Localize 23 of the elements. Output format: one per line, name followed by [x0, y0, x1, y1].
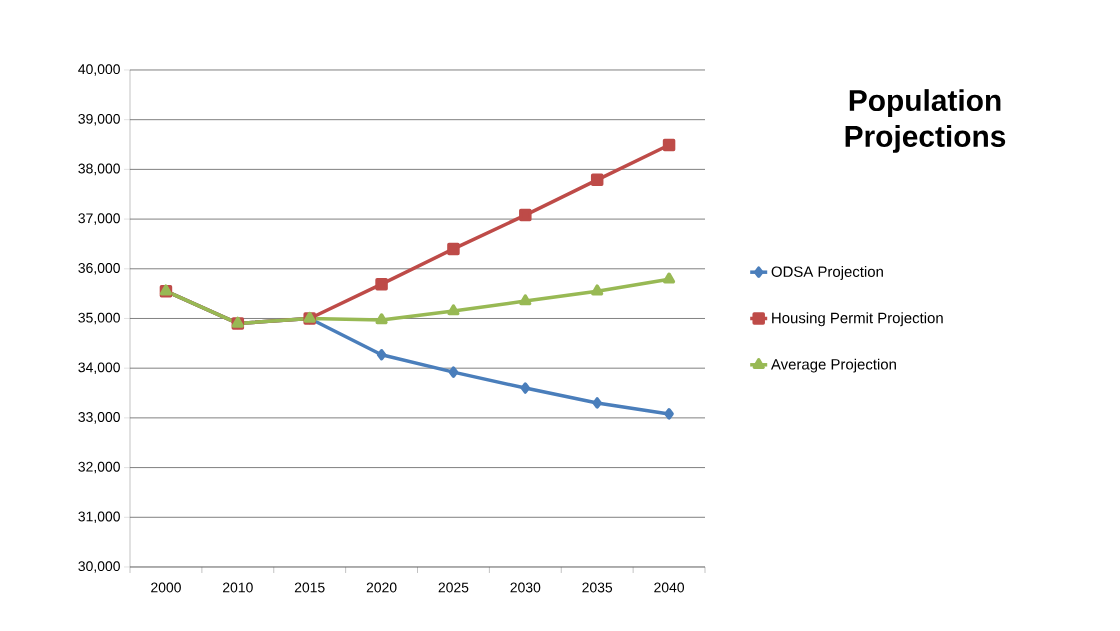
x-tick-label: 2040 — [654, 582, 685, 593]
x-tick-label: 2025 — [438, 582, 469, 593]
y-tick-label: 33,000 — [78, 412, 120, 424]
y-tick-label: 36,000 — [78, 263, 120, 275]
x-tick-label: 2015 — [294, 582, 325, 593]
y-tick-label: 32,000 — [78, 461, 120, 474]
x-tick-label: 2000 — [151, 582, 181, 593]
y-tick-label: 35,000 — [78, 312, 120, 325]
x-tick-label: 2020 — [366, 582, 397, 593]
legend-label: ODSA Projection — [771, 266, 883, 280]
x-tick-label: 2030 — [510, 582, 541, 593]
y-tick-label: 34,000 — [78, 362, 120, 374]
y-tick-label: 39,000 — [78, 113, 120, 126]
y-tick-label: 31,000 — [78, 511, 120, 524]
legend-label: Housing Permit Projection — [772, 312, 943, 327]
y-tick-label: 30,000 — [78, 561, 120, 573]
legend-label: Average Projection — [770, 358, 896, 373]
y-tick-label: 38,000 — [78, 163, 120, 176]
y-tick-label: 37,000 — [78, 213, 120, 225]
x-tick-label: 2035 — [582, 582, 613, 593]
y-tick-label: 40,000 — [78, 64, 120, 76]
text: Population Projections — [845, 89, 1006, 153]
x-tick-label: 2010 — [223, 582, 253, 593]
